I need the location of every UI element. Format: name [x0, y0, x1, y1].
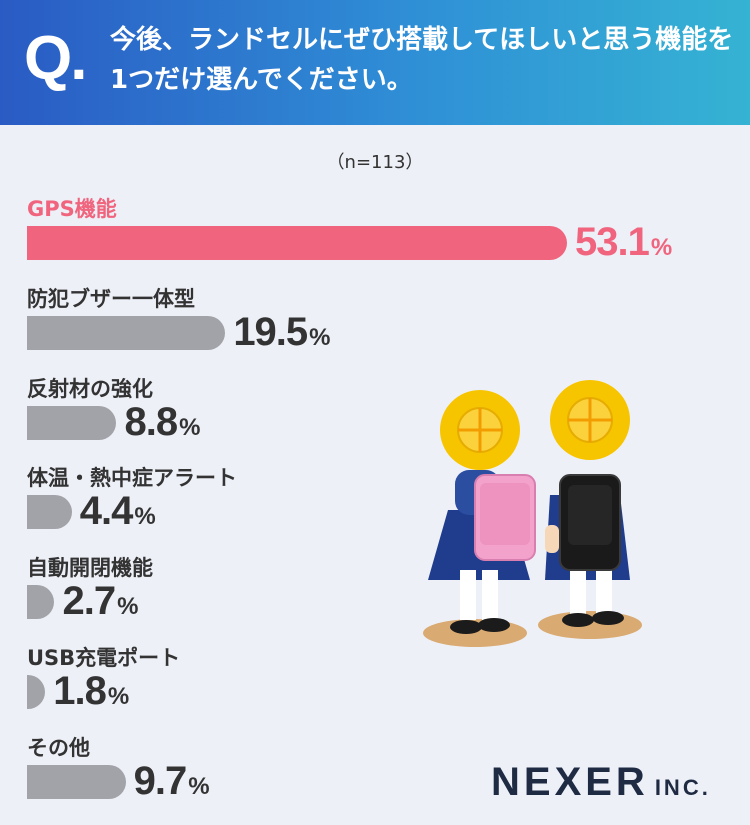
bar [27, 764, 126, 799]
category-label: 反射材の強化 [27, 376, 153, 401]
value-label: 1.8% [53, 669, 129, 717]
percent-sign: % [134, 503, 155, 531]
question-text: 今後、ランドセルにぜひ搭載してほしいと思う機能を1つだけ選んでください。 [110, 25, 734, 95]
percent-sign: % [309, 323, 330, 351]
bar [27, 585, 55, 620]
bar [27, 675, 46, 709]
percent-sign: % [107, 683, 129, 710]
value-label: 2.7% [62, 579, 138, 627]
category-label: 体温・熱中症アラート [27, 466, 237, 491]
value-label: 19.5% [233, 309, 330, 358]
value-number: 2.7 [62, 579, 116, 624]
category-label: 防犯ブザー一体型 [27, 286, 195, 311]
category-label: GPS機能 [27, 197, 117, 221]
value-number: 53.1 [575, 220, 650, 264]
percent-sign: % [179, 413, 200, 441]
value-number: 19.5 [233, 309, 308, 354]
value-number: 8.8 [124, 399, 178, 444]
bar [27, 495, 72, 530]
value-label: 8.8% [124, 399, 200, 448]
category-label: その他 [27, 735, 90, 760]
bar [27, 226, 568, 260]
bar [27, 405, 117, 440]
value-label: 4.4% [79, 489, 156, 537]
value-label: 53.1% [575, 220, 672, 268]
bar [27, 315, 226, 350]
value-number: 4.4 [79, 489, 134, 534]
value-number: 1.8 [53, 669, 107, 713]
children-with-randoseru-illustration [423, 380, 642, 647]
nexer-logo: NEXER INC. [491, 760, 711, 804]
question-header: Q. 今後、ランドセルにぜひ搭載してほしいと思う機能を1つだけ選んでください。 [0, 0, 750, 125]
value-label: 9.7% [133, 758, 210, 807]
q-mark: Q. [24, 24, 88, 93]
percent-sign: % [188, 772, 209, 800]
percent-sign: % [650, 234, 672, 261]
category-label: 自動開閉機能 [27, 556, 153, 581]
percent-sign: % [117, 593, 138, 621]
category-label: USB充電ポート [27, 646, 181, 670]
value-number: 9.7 [133, 758, 188, 803]
sample-size-note: （n=113） [326, 152, 424, 173]
